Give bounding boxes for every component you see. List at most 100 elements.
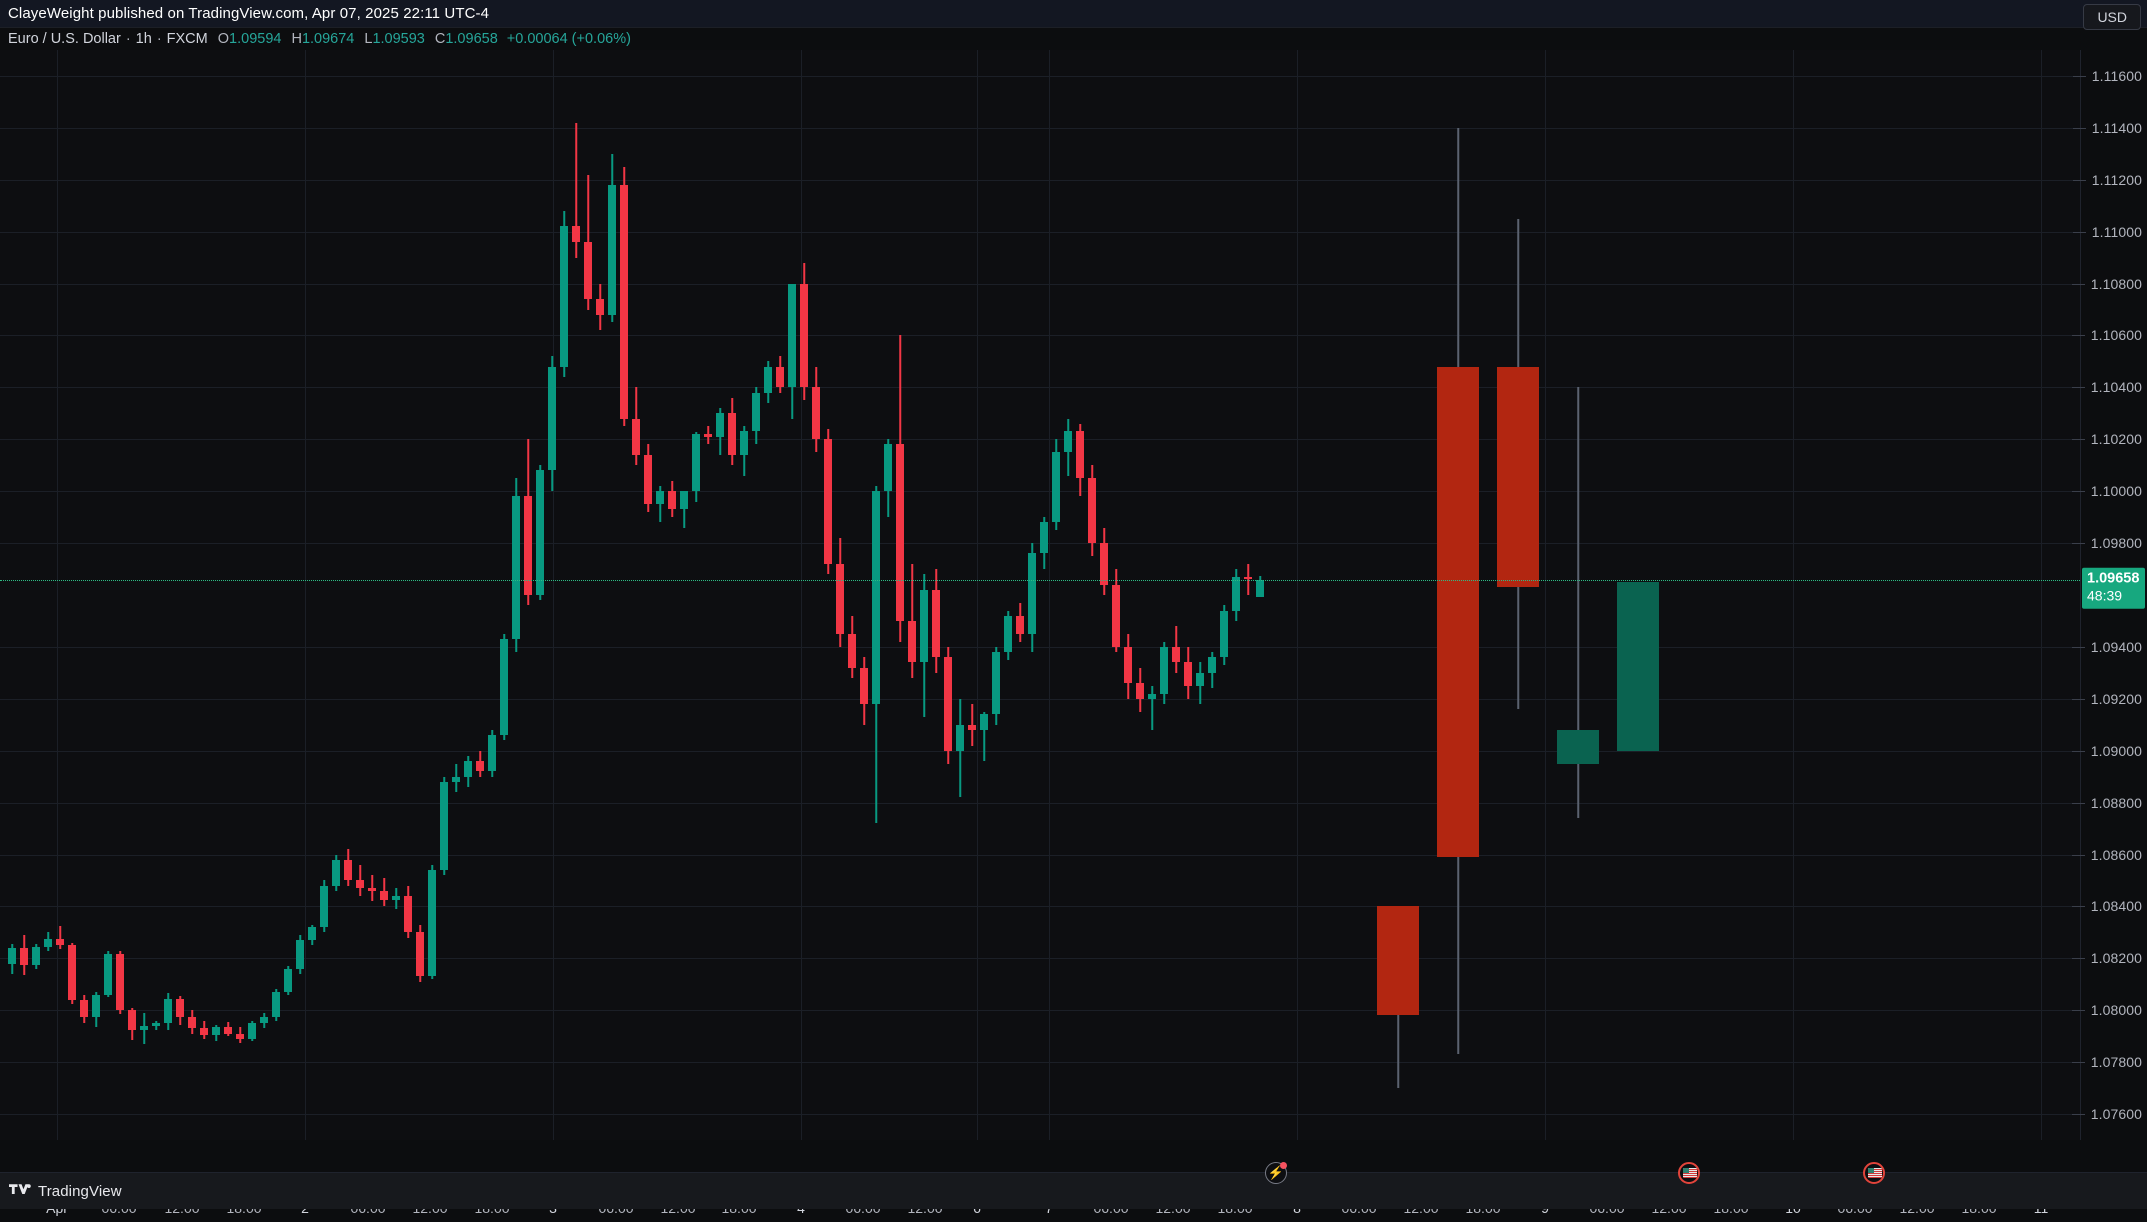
- candlestick: [896, 335, 904, 642]
- gridline-vertical: [977, 50, 978, 1140]
- legend-open: O1.09594: [218, 31, 282, 47]
- candlestick-wick: [1577, 387, 1579, 819]
- candlestick: [1497, 218, 1539, 710]
- gridline-horizontal: [0, 231, 2080, 233]
- legend-close: C1.09658: [435, 31, 498, 47]
- candlestick-body: [368, 888, 376, 891]
- candlestick-body: [44, 938, 52, 947]
- candlestick: [500, 633, 508, 741]
- price-tick-label: 1.11400: [2072, 120, 2142, 136]
- price-tick-label: 1.08800: [2071, 795, 2142, 811]
- candlestick-body: [308, 927, 316, 941]
- candlestick-body: [644, 454, 652, 505]
- candlestick: [476, 750, 484, 777]
- candlestick: [104, 950, 112, 998]
- gridline-horizontal: [0, 491, 2080, 493]
- candlestick-body: [500, 639, 508, 736]
- legend-symbol[interactable]: Euro / U.S. Dollar: [8, 31, 121, 47]
- gridline-horizontal: [0, 906, 2080, 908]
- candlestick-body: [392, 896, 400, 900]
- candlestick: [788, 283, 796, 419]
- candlestick-body: [1557, 729, 1599, 764]
- candlestick-body: [632, 418, 640, 455]
- price-tick-label: 1.07600: [2071, 1106, 2142, 1122]
- candlestick-body: [20, 947, 28, 965]
- candlestick: [992, 646, 1000, 725]
- candlestick: [152, 1020, 160, 1030]
- candlestick-body: [1112, 584, 1120, 647]
- candlestick: [824, 428, 832, 575]
- legend-low-key: L: [364, 31, 373, 47]
- legend-low: L1.09593: [364, 31, 425, 47]
- candlestick: [440, 776, 448, 876]
- candlestick: [356, 864, 364, 897]
- candlestick: [656, 486, 664, 523]
- legend-interval[interactable]: 1h: [135, 31, 152, 47]
- candlestick-body: [1377, 906, 1419, 1016]
- candlestick-body: [572, 226, 580, 243]
- candlestick-body: [1088, 478, 1096, 544]
- gridline-horizontal: [0, 1114, 2080, 1116]
- candlestick-wick: [1247, 563, 1249, 595]
- candlestick-body: [416, 932, 424, 977]
- candlestick: [572, 122, 580, 258]
- candlestick: [560, 210, 568, 377]
- candlestick-body: [920, 589, 928, 663]
- candlestick: [1064, 418, 1072, 476]
- gridline-vertical: [1793, 50, 1794, 1140]
- candlestick: [1136, 667, 1144, 712]
- price-axis[interactable]: 1.11600 1.11400 1.11200 1.11000 1.10800 1.106…: [2071, 50, 2147, 1140]
- candlestick-body: [320, 885, 328, 928]
- candlestick-body: [1208, 657, 1216, 673]
- candlestick-body: [764, 366, 772, 393]
- legend-separator-1: ·: [125, 31, 131, 47]
- candlestick: [1437, 127, 1479, 1055]
- candlestick-body: [956, 724, 964, 751]
- candlestick: [236, 1027, 244, 1043]
- candlestick-body: [524, 496, 532, 595]
- candlestick-body: [992, 652, 1000, 715]
- chart-legend: Euro / U.S. Dollar · 1h · FXCM O1.09594 …: [0, 28, 631, 50]
- candlestick: [632, 387, 640, 466]
- candlestick: [1184, 646, 1192, 699]
- legend-separator-2: ·: [156, 31, 162, 47]
- candlestick: [392, 888, 400, 909]
- us-flag-icon[interactable]: [1863, 1162, 1885, 1184]
- currency-button[interactable]: USD: [2083, 4, 2141, 30]
- candlestick-body: [1497, 366, 1539, 588]
- candlestick: [1244, 563, 1252, 595]
- candlestick-body: [80, 999, 88, 1017]
- bolt-icon[interactable]: ⚡: [1265, 1162, 1287, 1184]
- candlestick-body: [1148, 693, 1156, 699]
- candlestick-body: [608, 184, 616, 315]
- candlestick-body: [848, 633, 856, 668]
- candlestick: [800, 262, 808, 401]
- candlestick: [668, 480, 676, 518]
- price-tick-label: 1.08400: [2071, 898, 2142, 914]
- chart-plot-area[interactable]: [0, 50, 2080, 1140]
- candlestick-body: [404, 896, 412, 933]
- candlestick-body: [980, 714, 988, 730]
- tradingview-logo[interactable]: TradingView: [9, 1183, 122, 1200]
- candlestick-body: [704, 434, 712, 437]
- gridline-horizontal: [0, 283, 2080, 285]
- candlestick-body: [872, 491, 880, 704]
- candlestick: [272, 989, 280, 1021]
- us-flag-icon[interactable]: [1678, 1162, 1700, 1184]
- gridline-horizontal: [0, 698, 2080, 700]
- candlestick: [80, 994, 88, 1024]
- candlestick-body: [1052, 452, 1060, 523]
- candlestick-body: [1100, 543, 1108, 585]
- candlestick: [464, 755, 472, 788]
- candlestick-body: [188, 1016, 196, 1029]
- legend-high-key: H: [291, 31, 302, 47]
- gridline-vertical: [57, 50, 58, 1140]
- tradingview-mark-icon: [9, 1184, 31, 1195]
- candlestick: [608, 153, 616, 323]
- candlestick-body: [1136, 683, 1144, 699]
- candlestick-body: [452, 776, 460, 782]
- candlestick-body: [548, 366, 556, 471]
- candlestick-body: [1172, 646, 1180, 663]
- gridline-horizontal: [0, 335, 2080, 337]
- tradingview-wordmark: TradingView: [38, 1182, 122, 1200]
